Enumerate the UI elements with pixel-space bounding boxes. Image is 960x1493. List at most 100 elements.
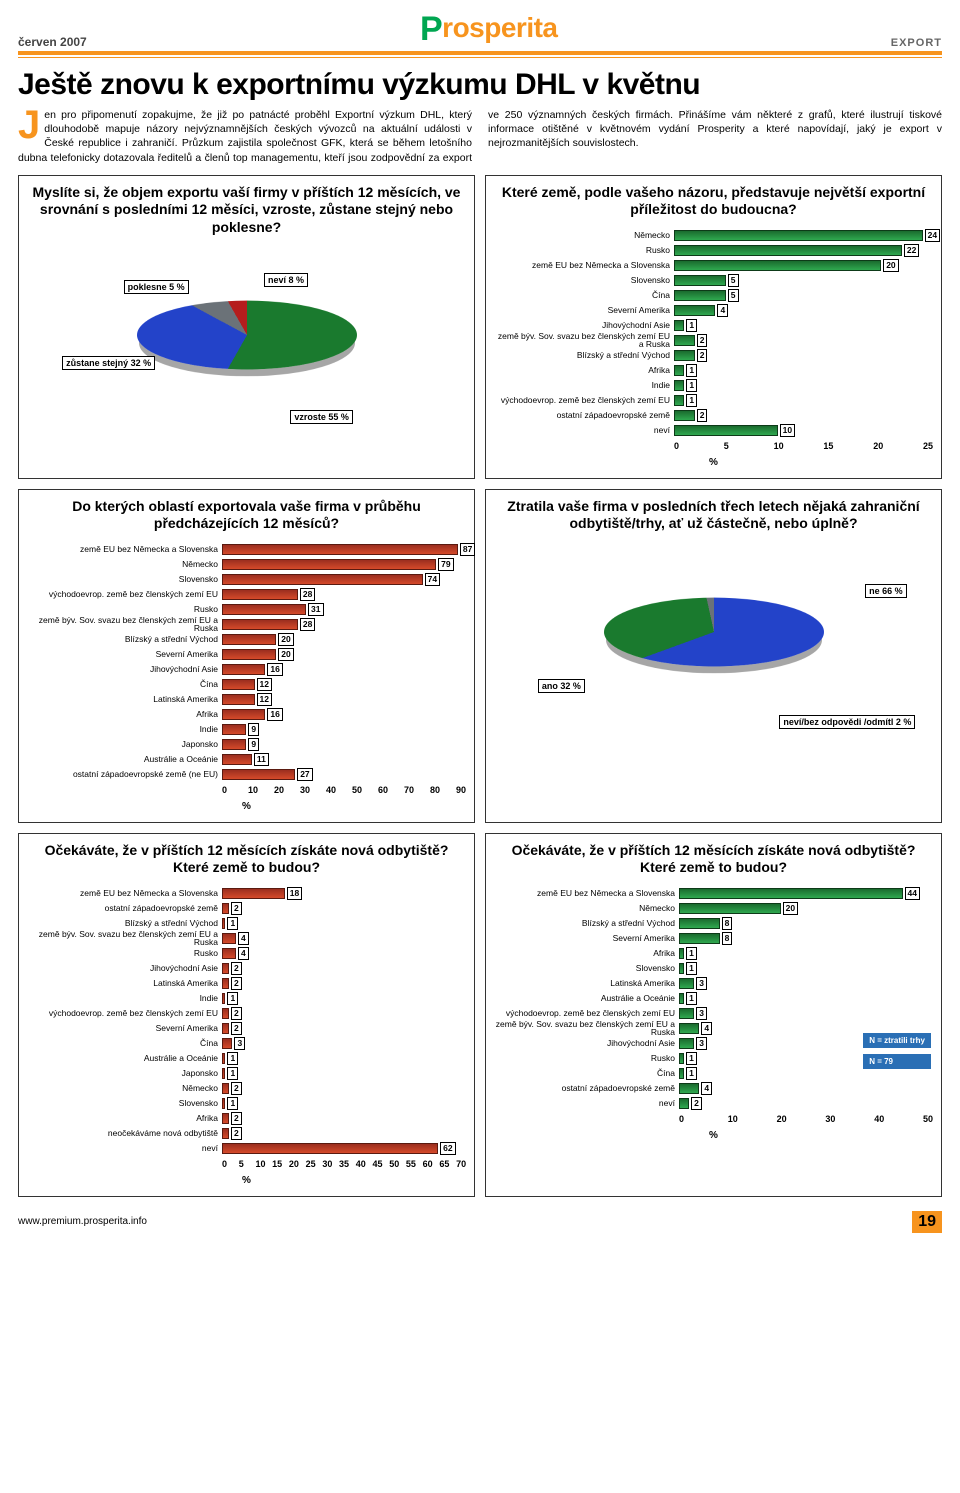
hbar-category: Slovensko [27, 575, 222, 584]
hbar-value: 79 [438, 558, 453, 571]
hbar-track: 62 [222, 1143, 466, 1154]
hbar-bar [679, 1098, 689, 1109]
hbar-bar [222, 1053, 225, 1064]
hbar-value: 12 [257, 693, 272, 706]
hbar-value: 22 [904, 244, 919, 257]
hbar-bar [679, 963, 684, 974]
hbar-bar [679, 978, 694, 989]
hbar-category: Slovensko [494, 276, 674, 285]
axis-tick: 90 [456, 785, 466, 795]
axis-tick: 0 [222, 1159, 239, 1169]
hbar-track: 31 [222, 604, 466, 615]
hbar-value: 2 [231, 1007, 242, 1020]
hbar-category: země býv. Sov. svazu bez členských zemí … [27, 616, 222, 633]
axis-tick: 10 [728, 1114, 777, 1124]
axis-tick: 15 [823, 441, 873, 451]
hbar-axis: 01020304050 [679, 1114, 933, 1124]
hbar-value: 11 [254, 753, 269, 766]
divider [18, 57, 942, 58]
hbar-bar [222, 664, 265, 675]
hbar-track: 27 [222, 769, 466, 780]
hbar-bar [674, 305, 715, 316]
hbar-category: Severní Amerika [494, 934, 679, 943]
hbar-track: 11 [222, 754, 466, 765]
hbar-value: 74 [425, 573, 440, 586]
hbar-row: Latinská Amerika3 [494, 977, 933, 990]
hbar-bar [222, 1083, 229, 1094]
hbar-row: Severní Amerika2 [27, 1022, 466, 1035]
hbar-bar [222, 1008, 229, 1019]
hbar-value: 24 [925, 229, 940, 242]
hbar-row: země EU bez Německa a Slovenska44 [494, 887, 933, 900]
hbar-category: Japonsko [27, 1069, 222, 1078]
hbar-row: neví62 [27, 1142, 466, 1155]
hbar-row: Blízský a střední Východ2 [494, 349, 933, 362]
hbar-value: 2 [231, 962, 242, 975]
hbar-row: Rusko 22 [494, 244, 933, 257]
axis-tick: 30 [825, 1114, 874, 1124]
hbar-row: Jihovýchodní Asie 2 [27, 962, 466, 975]
hbar-track: 1 [679, 963, 933, 974]
hbar-track: 8 [679, 933, 933, 944]
pie-chart: ne 66 % ano 32 % neví/bez odpovědi /odmí… [494, 543, 933, 733]
axis-tick: 5 [724, 441, 774, 451]
hbar-bar [674, 380, 684, 391]
page-footer: www.premium.prosperita.info 19 [18, 1211, 942, 1233]
axis-tick: 25 [923, 441, 933, 451]
panel-title: Myslíte si, že objem exportu vaší firmy … [27, 184, 466, 237]
hbar-value: 27 [297, 768, 312, 781]
panel-title: Do kterých oblastí exportovala vaše firm… [27, 498, 466, 533]
hbar-track: 1 [674, 380, 933, 391]
hbar-chart: země EU bez Německa a Slovenska87Německo… [27, 543, 466, 795]
hbar-category: Rusko [494, 1054, 679, 1063]
hbar-category: Indie [27, 725, 222, 734]
hbar-category: Jihovýchodní Asie [27, 964, 222, 973]
pie-disc [604, 597, 824, 666]
hbar-category: východoevrop. země bez členských zemí EU [27, 1009, 222, 1018]
hbar-category: země býv. Sov. svazu bez členských zemí … [27, 930, 222, 947]
hbar-track: 2 [222, 963, 466, 974]
hbar-row: Jihovýchodní Asie16 [27, 663, 466, 676]
hbar-category: Rusko [494, 246, 674, 255]
hbar-row: Indie1 [27, 992, 466, 1005]
axis-tick: 0 [679, 1114, 728, 1124]
hbar-category: Indie [27, 994, 222, 1003]
hbar-track: 16 [222, 709, 466, 720]
hbar-category: Blízský a střední Východ [27, 919, 222, 928]
hbar-category: východoevrop. země bez členských zemí EU [494, 396, 674, 405]
axis-tick: 60 [423, 1159, 440, 1169]
hbar-category: Rusko [27, 949, 222, 958]
logo-rest: rosperita [442, 12, 557, 43]
panel-title: Které země, podle vašeho názoru, předsta… [494, 184, 933, 219]
hbar-category: Blízský a střední Východ [494, 919, 679, 928]
hbar-track: 2 [222, 1113, 466, 1124]
hbar-category: neočekáváme nová odbytiště [27, 1129, 222, 1138]
hbar-value: 2 [231, 1082, 242, 1095]
hbar-row: neví10 [494, 424, 933, 437]
hbar-track: 1 [222, 993, 466, 1004]
axis-tick: 30 [300, 785, 326, 795]
hbar-value: 4 [238, 932, 249, 945]
hbar-bar [674, 425, 778, 436]
hbar-category: země býv. Sov. svazu bez členských zemí … [494, 1020, 679, 1037]
hbar-category: Slovensko [494, 964, 679, 973]
hbar-bar [222, 754, 252, 765]
hbar-track: 1 [679, 1068, 933, 1079]
article-body: Jen pro připomenutí zopakujme, že již po… [18, 108, 942, 165]
axis-tick: 60 [378, 785, 404, 795]
hbar-bar [679, 993, 684, 1004]
hbar-row: země EU bez Německa a Slovenska20 [494, 259, 933, 272]
axis-tick: 30 [322, 1159, 339, 1169]
pie-label-ano: ano 32 % [538, 679, 585, 693]
hbar-value: 18 [287, 887, 302, 900]
axis-unit: % [27, 801, 466, 812]
hbar-row: země býv. Sov. svazu bez členských zemí … [27, 932, 466, 945]
hbar-track: 12 [222, 679, 466, 690]
hbar-category: ostatní západoevropské země [494, 1084, 679, 1093]
page-number: 19 [912, 1211, 942, 1233]
hbar-track: 1 [222, 918, 466, 929]
hbar-value: 10 [780, 424, 795, 437]
hbar-chart: země EU bez Německa a Slovenska44Německo… [494, 887, 933, 1124]
axis-tick: 10 [774, 441, 824, 451]
pie-label-vzroste: vzroste 55 % [290, 410, 353, 424]
